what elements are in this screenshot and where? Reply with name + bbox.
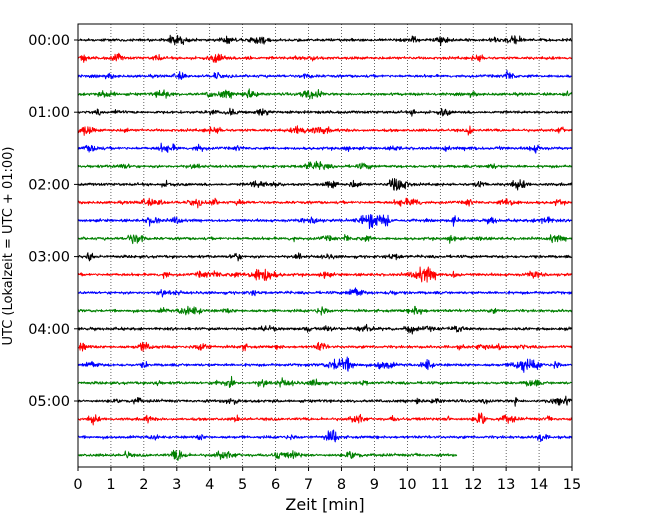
trace-0445	[77, 375, 573, 388]
y-tick-label: 04:00	[28, 322, 70, 338]
trace-0500	[77, 395, 573, 407]
x-tick-label: 13	[497, 477, 515, 493]
x-tick-label: 1	[106, 477, 115, 493]
trace-0145	[77, 160, 573, 171]
trace-0430	[77, 356, 573, 373]
trace-0115	[77, 125, 573, 136]
trace-0415	[77, 341, 573, 352]
trace-0400	[77, 323, 573, 335]
y-tick-label: 02:00	[28, 177, 70, 193]
x-tick-label: 8	[337, 477, 346, 493]
x-tick-label: 3	[172, 477, 181, 493]
y-tick-label: 01:00	[28, 105, 70, 121]
trace-0315	[77, 266, 573, 283]
y-axis: 00:00 01:00 02:00 03:00 04:00 05:00	[28, 33, 78, 410]
trace-0015	[77, 52, 573, 63]
x-tick-label: 14	[530, 477, 548, 493]
trace-0045	[77, 88, 573, 100]
x-tick-label: 15	[563, 477, 581, 493]
trace-0345	[77, 305, 573, 316]
trace-0030	[77, 69, 573, 80]
x-tick-label: 0	[73, 477, 82, 493]
x-tick-label: 11	[431, 477, 449, 493]
trace-0545	[77, 449, 458, 461]
x-tick-label: 5	[238, 477, 247, 493]
x-tick-label: 2	[139, 477, 148, 493]
x-tick-label: 7	[304, 477, 313, 493]
trace-0515	[77, 412, 573, 426]
plot-frame	[77, 23, 573, 468]
trace-0330	[77, 287, 573, 298]
trace-0100	[77, 107, 573, 117]
trace-0230	[77, 213, 573, 230]
x-tick-label: 4	[205, 477, 214, 493]
x-tick-label: 10	[398, 477, 416, 493]
y-tick-label: 03:00	[28, 250, 70, 266]
trace-0200	[77, 178, 573, 191]
trace-group	[77, 34, 573, 461]
y-tick-label: 00:00	[28, 33, 70, 49]
grid-lines	[110, 24, 540, 467]
x-axis-label: Zeit [min]	[285, 495, 364, 514]
y-tick-label: 05:00	[28, 394, 70, 410]
x-axis: 0 1 2 3 4 5 6 7 8 9 10 11 12 13 14 15	[73, 467, 581, 493]
x-tick-label: 9	[370, 477, 379, 493]
x-tick-label: 6	[271, 477, 280, 493]
x-tick-label: 12	[464, 477, 482, 493]
y-axis-label: UTC (Lokalzeit = UTC + 01:00)	[1, 147, 16, 346]
trace-0000	[77, 34, 573, 47]
trace-0530	[77, 429, 573, 443]
trace-0300	[77, 252, 573, 262]
trace-0215	[77, 197, 573, 209]
trace-0245	[77, 234, 573, 245]
trace-0130	[77, 142, 573, 154]
